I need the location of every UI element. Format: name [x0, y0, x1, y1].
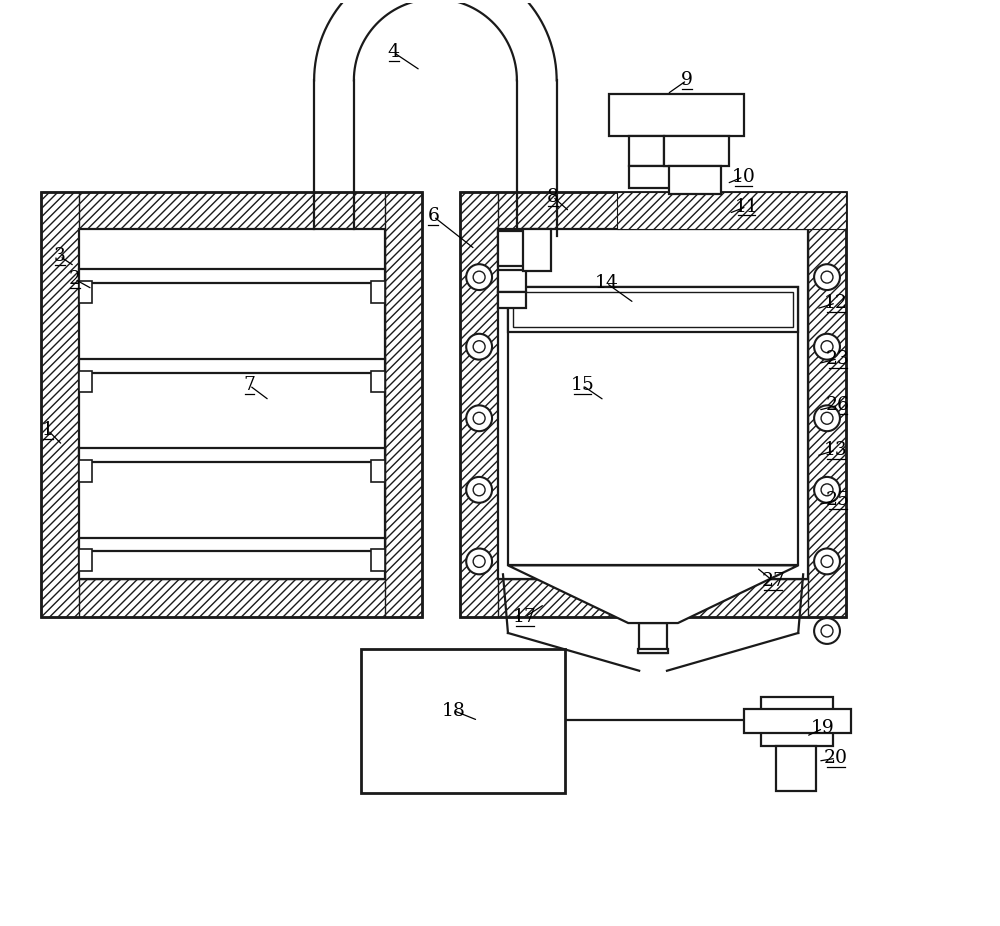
- Bar: [371, 460, 385, 482]
- Circle shape: [821, 625, 833, 637]
- Bar: [498, 292, 526, 308]
- Text: 13: 13: [824, 441, 848, 459]
- Bar: [41, 192, 422, 617]
- Circle shape: [821, 271, 833, 283]
- Text: 1: 1: [42, 421, 54, 439]
- Circle shape: [814, 264, 840, 290]
- Circle shape: [814, 406, 840, 432]
- Bar: [629, 166, 684, 188]
- Bar: [508, 287, 798, 332]
- Bar: [523, 230, 551, 271]
- Bar: [498, 270, 526, 292]
- Bar: [41, 580, 422, 617]
- Bar: [664, 136, 729, 144]
- Bar: [498, 232, 526, 266]
- Text: 11: 11: [735, 197, 758, 216]
- Bar: [744, 708, 851, 733]
- Polygon shape: [314, 0, 557, 81]
- Bar: [41, 192, 79, 617]
- Text: 7: 7: [244, 377, 256, 394]
- Bar: [361, 649, 565, 793]
- Bar: [79, 448, 385, 462]
- Text: 25: 25: [826, 491, 850, 508]
- Circle shape: [814, 333, 840, 359]
- Circle shape: [821, 341, 833, 353]
- Text: 27: 27: [761, 572, 785, 590]
- Text: 6: 6: [427, 207, 439, 226]
- Circle shape: [814, 618, 840, 644]
- Text: 14: 14: [594, 274, 618, 292]
- Circle shape: [473, 271, 485, 283]
- Bar: [664, 136, 729, 166]
- Circle shape: [473, 484, 485, 495]
- Bar: [617, 192, 846, 230]
- Bar: [460, 192, 846, 617]
- Bar: [79, 230, 385, 580]
- Circle shape: [473, 341, 485, 353]
- Bar: [371, 282, 385, 303]
- Bar: [460, 192, 846, 230]
- Circle shape: [466, 477, 492, 503]
- Circle shape: [466, 406, 492, 432]
- Text: 4: 4: [388, 44, 400, 61]
- Bar: [79, 460, 92, 482]
- Circle shape: [814, 548, 840, 574]
- Circle shape: [821, 556, 833, 568]
- Text: 2: 2: [69, 270, 81, 288]
- Bar: [669, 166, 721, 194]
- Circle shape: [814, 477, 840, 503]
- Bar: [79, 370, 92, 393]
- Text: 3: 3: [54, 247, 66, 265]
- Bar: [498, 230, 808, 580]
- Bar: [638, 649, 668, 653]
- Circle shape: [821, 484, 833, 495]
- Text: 19: 19: [811, 720, 835, 737]
- Bar: [513, 292, 793, 327]
- Text: 10: 10: [732, 168, 755, 186]
- Text: 20: 20: [824, 749, 848, 768]
- Text: 9: 9: [681, 71, 693, 89]
- Circle shape: [473, 556, 485, 568]
- Bar: [629, 136, 664, 166]
- Text: 26: 26: [826, 396, 850, 414]
- Bar: [776, 746, 816, 791]
- Circle shape: [466, 333, 492, 359]
- Bar: [79, 538, 385, 552]
- Circle shape: [473, 412, 485, 424]
- Bar: [79, 358, 385, 372]
- Text: 23: 23: [826, 350, 850, 368]
- Bar: [385, 192, 422, 617]
- Bar: [460, 192, 498, 617]
- Bar: [79, 549, 92, 571]
- Text: 18: 18: [441, 702, 465, 720]
- Text: 8: 8: [547, 188, 559, 206]
- Bar: [79, 282, 92, 303]
- Bar: [498, 230, 808, 580]
- Circle shape: [821, 412, 833, 424]
- Polygon shape: [508, 566, 798, 623]
- Text: 12: 12: [824, 294, 848, 312]
- Bar: [609, 94, 744, 136]
- Circle shape: [466, 548, 492, 574]
- Bar: [460, 580, 846, 617]
- Circle shape: [466, 264, 492, 290]
- Bar: [629, 136, 664, 144]
- Text: 17: 17: [513, 608, 537, 626]
- Bar: [371, 549, 385, 571]
- Text: 15: 15: [571, 377, 594, 394]
- Bar: [508, 287, 798, 566]
- Bar: [808, 192, 846, 617]
- Bar: [41, 192, 422, 230]
- Bar: [79, 269, 385, 283]
- Bar: [79, 230, 385, 580]
- Bar: [639, 623, 667, 653]
- Bar: [761, 696, 833, 746]
- Bar: [371, 370, 385, 393]
